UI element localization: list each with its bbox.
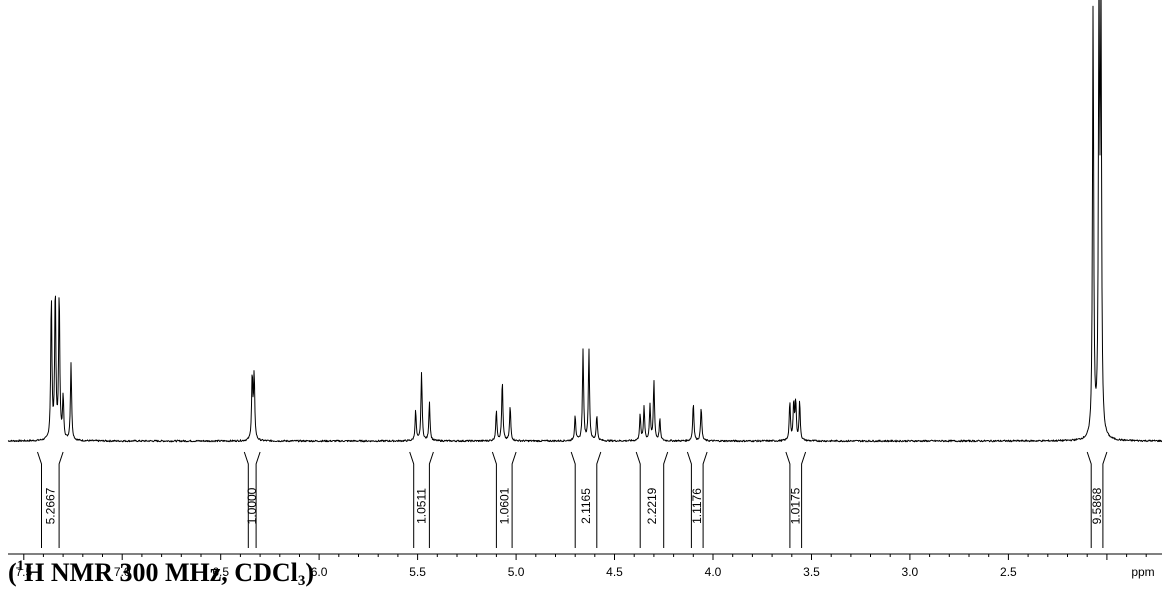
caption-close-paren: ) [305, 558, 315, 587]
x-tick-label: 6.0 [311, 565, 328, 579]
caption-isotope-superscript: 1 [16, 558, 25, 574]
integral-label: 5.2667 [43, 487, 57, 524]
x-tick-label: 2.5 [1000, 565, 1017, 579]
x-tick-label: 4.0 [705, 565, 722, 579]
integral-bracket [686, 451, 708, 548]
integral-bracket [1086, 451, 1108, 548]
x-tick-label: 5.5 [409, 565, 426, 579]
integral-label: 2.2219 [645, 487, 659, 524]
x-tick-label: 7.0 [114, 565, 131, 579]
integral-region: 5.2667 [37, 451, 64, 548]
integral-bracket [570, 451, 602, 548]
x-tick-label: 7.5 [15, 565, 32, 579]
integral-label: 1.0511 [415, 488, 429, 524]
figure-caption: (1H NMR 300 MHz, CDCl3) [8, 558, 315, 589]
integral-label: 1.0601 [497, 487, 511, 524]
integral-region: 1.0511 [409, 451, 434, 548]
integral-label: 1.0000 [245, 487, 259, 524]
spectrum-plot [7, 0, 1162, 443]
integral-bracket [243, 451, 261, 548]
x-tick-label: 3.0 [902, 565, 919, 579]
integral-label: 2.1165 [579, 488, 593, 524]
integral-label: 1.1176 [690, 488, 704, 524]
integral-region: 2.2219 [635, 451, 669, 548]
caption-open-paren: ( [8, 558, 17, 587]
spectrum-trace [7, 0, 1162, 443]
integral-label: 1.0175 [789, 487, 803, 524]
integral-bracket [37, 451, 64, 548]
integral-region: 2.1165 [570, 451, 602, 548]
x-axis-unit-label: ppm [1131, 565, 1154, 579]
caption-subscript: 3 [297, 573, 306, 589]
x-tick-label: 5.0 [508, 565, 525, 579]
integral-region: 9.5868 [1086, 451, 1108, 548]
integral-region: 1.0000 [243, 451, 261, 548]
integral-regions: 5.2667 1.0000 1.0511 1.0601 2.1165 2.2219 1.11… [37, 451, 1108, 548]
x-tick-label: 4.5 [606, 565, 623, 579]
integral-region: 1.0601 [491, 451, 517, 548]
integral-bracket [635, 451, 669, 548]
x-tick-label: 3.5 [803, 565, 820, 579]
integral-label: 9.5868 [1090, 487, 1104, 524]
integral-region: 1.1176 [686, 451, 708, 548]
integral-bracket [409, 451, 434, 548]
x-tick-label: 6.5 [212, 565, 229, 579]
integral-bracket [785, 451, 807, 548]
integral-bracket [491, 451, 517, 548]
ppm-axis: 7.5 7.0 6.5 6.0 5.5 5.0 4.5 4.0 3.5 3.0 2.5 ppm [8, 553, 1162, 579]
integral-region: 1.0175 [785, 451, 807, 548]
caption-main-text: H NMR 300 MHz, CDCl [24, 558, 298, 587]
x-axis-ticks: 7.5 7.0 6.5 6.0 5.5 5.0 4.5 4.0 3.5 3.0 2.5 [15, 554, 1147, 579]
